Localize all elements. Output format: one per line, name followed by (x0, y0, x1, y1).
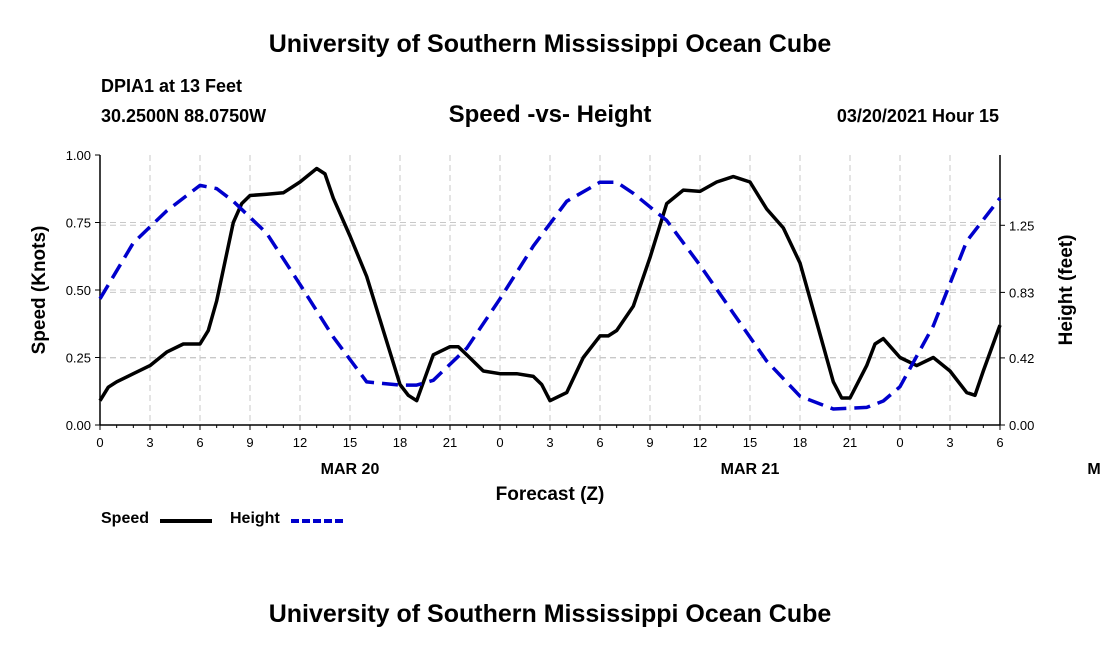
x-tick-label: 0 (496, 435, 503, 450)
x-tick-label: 3 (146, 435, 153, 450)
x-tick-label: 3 (546, 435, 553, 450)
legend-speed-swatch (160, 519, 212, 523)
x-tick-label: 18 (393, 435, 407, 450)
height-series-line (98, 180, 1002, 411)
footer-title: University of Southern Mississippi Ocean… (268, 600, 832, 628)
y2-tick-label: 0.83 (1009, 285, 1034, 300)
date-label: MAR 22 (1087, 461, 1100, 478)
location-label: 30.2500N 88.0750W (101, 106, 267, 126)
y2-tick-label: 0.42 (1009, 351, 1034, 366)
legend-speed-label: Speed (101, 510, 150, 527)
x-axis-label: Forecast (Z) (496, 484, 605, 505)
x-tick-label: 18 (793, 435, 807, 450)
date-label: MAR 20 (321, 461, 380, 478)
x-tick-label: 12 (693, 435, 707, 450)
x-tick-label: 21 (843, 435, 857, 450)
x-tick-label: 9 (246, 435, 253, 450)
x-tick-label: 0 (896, 435, 903, 450)
y-tick-label: 0.25 (66, 351, 91, 366)
legend-height-swatch (291, 519, 343, 523)
y-tick-label: 1.00 (66, 148, 91, 163)
y-axis-label: Speed (Knots) (29, 226, 50, 355)
y-tick-label: 0.75 (66, 216, 91, 231)
legend-height-label: Height (230, 510, 280, 527)
chart-subtitle: Speed -vs- Height (448, 101, 652, 128)
x-tick-label: 15 (743, 435, 757, 450)
y-tick-label: 0.50 (66, 283, 91, 298)
x-tick-label: 0 (96, 435, 103, 450)
x-tick-label: 6 (596, 435, 603, 450)
y2-axis-label: Height (feet) (1056, 235, 1077, 346)
x-tick-label: 6 (996, 435, 1003, 450)
x-tick-label: 15 (343, 435, 357, 450)
x-tick-label: 9 (646, 435, 653, 450)
datetime-label: 03/20/2021 Hour 15 (836, 106, 999, 126)
y-tick-label: 0.00 (66, 418, 91, 433)
y2-tick-label: 0.00 (1009, 418, 1034, 433)
x-tick-label: 3 (946, 435, 953, 450)
x-tick-label: 21 (443, 435, 457, 450)
x-tick-label: 6 (196, 435, 203, 450)
station-label: DPIA1 at 13 Feet (101, 76, 243, 96)
x-tick-label: 12 (293, 435, 307, 450)
date-label: MAR 21 (721, 461, 780, 478)
chart-title: University of Southern Mississippi Ocean… (268, 30, 832, 58)
y2-tick-label: 1.25 (1009, 218, 1034, 233)
